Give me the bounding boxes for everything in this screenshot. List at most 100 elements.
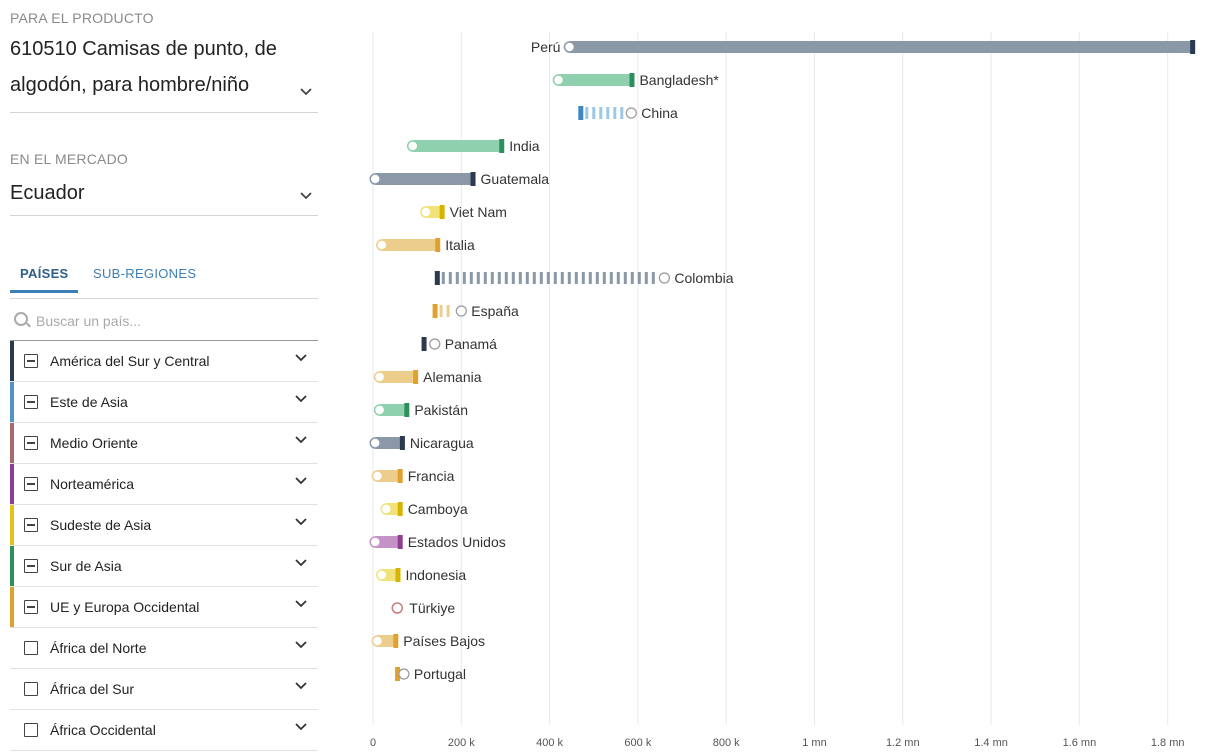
search-input[interactable] [34,308,308,334]
tab-paises[interactable]: PAÍSES [20,266,69,281]
dashed-segment [518,272,522,284]
dashed-segment [448,272,452,284]
dashed-segment [532,272,536,284]
country-label: Nicaragua [410,435,474,451]
chevron-down-icon[interactable] [294,433,308,447]
dashed-segment [620,107,624,119]
region-color-bar [10,710,14,750]
region-checkbox[interactable] [24,641,38,655]
bar-segment [412,140,504,152]
region-label: Este de Asia [50,394,128,410]
chevron-down-icon[interactable] [294,720,308,734]
region-checkbox[interactable] [24,682,38,696]
chevron-down-icon[interactable] [294,351,308,365]
end-marker [397,535,403,549]
region-item[interactable]: Norteamérica [10,464,318,505]
region-checkbox[interactable] [24,723,38,737]
search-icon [14,312,28,326]
end-marker [434,271,440,285]
country-label: Bangladesh* [639,72,719,88]
region-item[interactable]: UE y Europa Occidental [10,587,318,628]
region-item[interactable]: América del Sur y Central [10,341,318,382]
region-checkbox[interactable] [24,559,38,573]
end-marker [393,634,399,648]
chevron-down-icon[interactable] [294,515,308,529]
region-item[interactable]: Sudeste de Asia [10,505,318,546]
country-label: Alemania [423,369,482,385]
region-label: Medio Oriente [50,435,138,451]
region-label: Sudeste de Asia [50,517,152,533]
region-label: América del Sur y Central [50,353,210,369]
dashed-segment [637,272,641,284]
market-name[interactable]: Ecuador [10,182,85,204]
country-label: India [509,138,540,154]
dashed-segment [476,272,480,284]
region-item[interactable]: Sur de Asia [10,546,318,587]
region-item[interactable]: África Occidental [10,710,318,751]
dashed-segment [574,272,578,284]
chevron-down-icon[interactable] [294,556,308,570]
country-label: Pakistán [414,402,468,418]
country-label: Perú [531,39,561,55]
end-marker [397,469,403,483]
region-item[interactable]: África del Sur [10,669,318,710]
region-color-bar [10,546,14,586]
dashed-segment [599,107,603,119]
dashed-segment [588,272,592,284]
region-checkbox[interactable] [24,395,38,409]
product-name-line1[interactable]: 610510 Camisas de punto, de [10,38,277,60]
product-chevron-down-icon[interactable] [300,88,312,96]
start-marker [376,239,388,251]
end-marker [435,238,441,252]
dashed-segment [644,272,648,284]
region-checkbox[interactable] [24,477,38,491]
x-tick-label: 200 k [448,737,475,749]
region-item[interactable]: África del Norte [10,628,318,669]
chevron-down-icon[interactable] [294,597,308,611]
country-label: Países Bajos [403,633,485,649]
end-marker [421,337,427,351]
region-item[interactable]: Medio Oriente [10,423,318,464]
region-color-bar [10,669,14,709]
start-marker [455,305,467,317]
chevron-down-icon[interactable] [294,638,308,652]
end-marker [395,667,401,681]
dashed-segment [504,272,508,284]
region-item[interactable]: Este de Asia [10,382,318,423]
dashed-segment [623,272,627,284]
region-checkbox[interactable] [24,436,38,450]
dashed-segment [616,272,620,284]
bar-segment [569,41,1195,53]
country-label: Italia [445,237,475,253]
product-name-line2[interactable]: algodón, para hombre/niño [10,74,250,96]
region-checkbox[interactable] [24,518,38,532]
dashed-segment [546,272,550,284]
end-marker [432,304,438,318]
start-marker [552,74,565,86]
region-checkbox[interactable] [24,600,38,614]
region-checkbox[interactable] [24,354,38,368]
country-label: Francia [408,468,455,484]
region-label: Sur de Asia [50,558,122,574]
country-label: España [471,303,519,319]
region-color-bar [10,423,14,463]
country-label: Viet Nam [450,204,507,220]
bar-segment [377,635,398,647]
chevron-down-icon[interactable] [294,679,308,693]
start-marker [371,635,384,647]
start-marker [376,569,388,581]
bar-segment [375,536,402,548]
dashed-segment [497,272,501,284]
chevron-down-icon[interactable] [294,474,308,488]
chevron-down-icon[interactable] [294,392,308,406]
bar-segment [377,470,402,482]
market-chevron-down-icon[interactable] [300,192,312,200]
region-label: África Occidental [50,722,156,738]
dashed-segment [446,305,450,317]
tab-sub-regiones[interactable]: SUB-REGIONES [93,266,197,281]
country-label: Türkiye [409,600,455,616]
region-color-bar [10,464,14,504]
bar-chart: 0 200 k 400 k 600 k 800 k 1 mn 1.2 mn 1.4 mn 1.6… [325,0,1219,755]
dashed-segment [469,272,473,284]
end-marker [578,106,584,120]
